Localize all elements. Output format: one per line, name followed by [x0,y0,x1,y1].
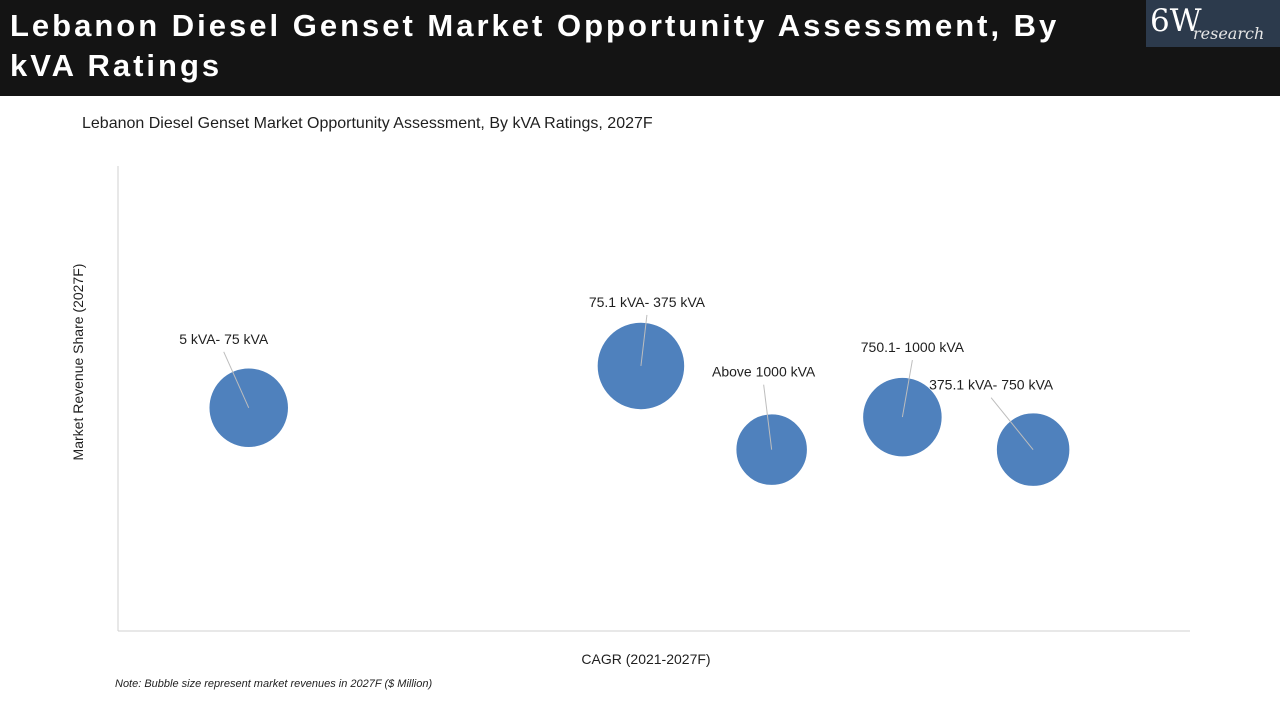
data-label-750-1-1000-kva: 750.1- 1000 kVA [861,339,965,355]
x-axis-label: CAGR (2021-2027F) [581,651,711,667]
leader-line-above-1000-kva [763,384,773,450]
brand-logo: 6W research [1146,0,1280,47]
header-banner: Lebanon Diesel Genset Market Opportunity… [0,0,1280,96]
leader-line-375-1-kva-750-kva [990,397,1034,450]
data-label-5-kva-75-kva: 5 kVA- 75 kVA [179,331,269,347]
logo-sub-text: research [1193,24,1265,43]
page-title: Lebanon Diesel Genset Market Opportunity… [10,8,1060,83]
data-label-75-1-kva-375-kva: 75.1 kVA- 375 kVA [589,294,706,310]
data-label-above-1000-kva: Above 1000 kVA [712,364,816,380]
leader-line-750-1-1000-kva [901,360,913,418]
leader-line-5-kva-75-kva [223,351,250,409]
logo-main-text: 6W [1150,3,1202,39]
chart-note: Note: Bubble size represent market reven… [115,678,433,690]
leader-line-75-1-kva-375-kva [640,314,648,367]
data-label-375-1-kva-750-kva: 375.1 kVA- 750 kVA [929,377,1054,393]
chart-title: Lebanon Diesel Genset Market Opportunity… [82,115,653,132]
